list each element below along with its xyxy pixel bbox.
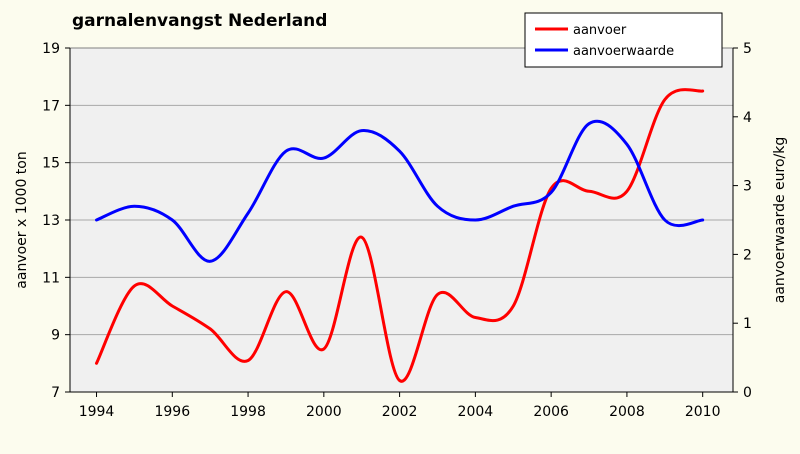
chart-title: garnalenvangst Nederland xyxy=(72,11,327,31)
legend: aanvoer aanvoerwaarde xyxy=(524,12,723,68)
y2-tick-label: 4 xyxy=(743,110,752,126)
x-tick-label: 2006 xyxy=(533,404,569,420)
y-tick-label: 19 xyxy=(42,41,60,57)
y-tick-label: 7 xyxy=(51,385,60,401)
y2-tick-label: 1 xyxy=(743,316,752,332)
legend-box xyxy=(524,12,723,68)
y-tick-label: 15 xyxy=(42,156,60,172)
y2-tick-label: 0 xyxy=(743,385,752,401)
x-tick-label: 1996 xyxy=(154,404,190,420)
x-tick-label: 2010 xyxy=(685,404,721,420)
y-tick-label: 17 xyxy=(42,98,60,114)
y-tick-label: 11 xyxy=(42,270,60,286)
y2-tick-label: 5 xyxy=(743,41,752,57)
x-tick-label: 1998 xyxy=(230,404,266,420)
y-tick-label: 13 xyxy=(42,213,60,229)
legend-label-aanvoerwaarde: aanvoerwaarde xyxy=(573,44,674,59)
series-line-aanvoer xyxy=(95,88,705,383)
y2-tick-label: 3 xyxy=(743,179,752,195)
y-tick-label: 9 xyxy=(51,328,60,344)
y2-tick-label: 2 xyxy=(743,247,752,263)
y2-axis-title: aanvoerwaarde euro/kg xyxy=(772,137,788,304)
x-tick-label: 2008 xyxy=(609,404,645,420)
x-tick-label: 2000 xyxy=(306,404,342,420)
series-line-aanvoerwaarde xyxy=(95,119,705,263)
x-tick-label: 2004 xyxy=(458,404,494,420)
y-axis-title: aanvoer x 1000 ton xyxy=(14,151,30,288)
x-tick-label: 1994 xyxy=(79,404,115,420)
x-tick-label: 2002 xyxy=(382,404,418,420)
legend-label-aanvoer: aanvoer xyxy=(573,23,627,38)
